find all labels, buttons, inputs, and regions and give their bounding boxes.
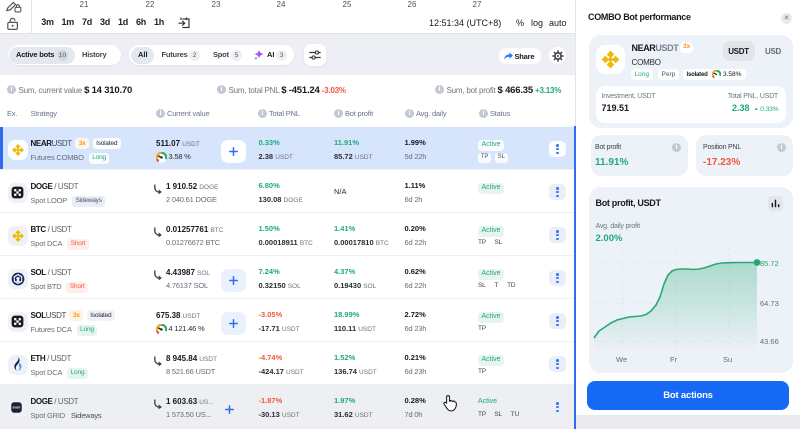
svg-text:We: We xyxy=(616,355,627,364)
svg-text:64.73: 64.73 xyxy=(760,299,779,308)
svg-text:Fr: Fr xyxy=(670,355,678,364)
svg-text:BYBIT: BYBIT xyxy=(13,406,21,410)
svg-text:Su: Su xyxy=(723,355,732,364)
svg-text:85.72: 85.72 xyxy=(760,259,779,268)
svg-text:43.66: 43.66 xyxy=(760,337,779,346)
